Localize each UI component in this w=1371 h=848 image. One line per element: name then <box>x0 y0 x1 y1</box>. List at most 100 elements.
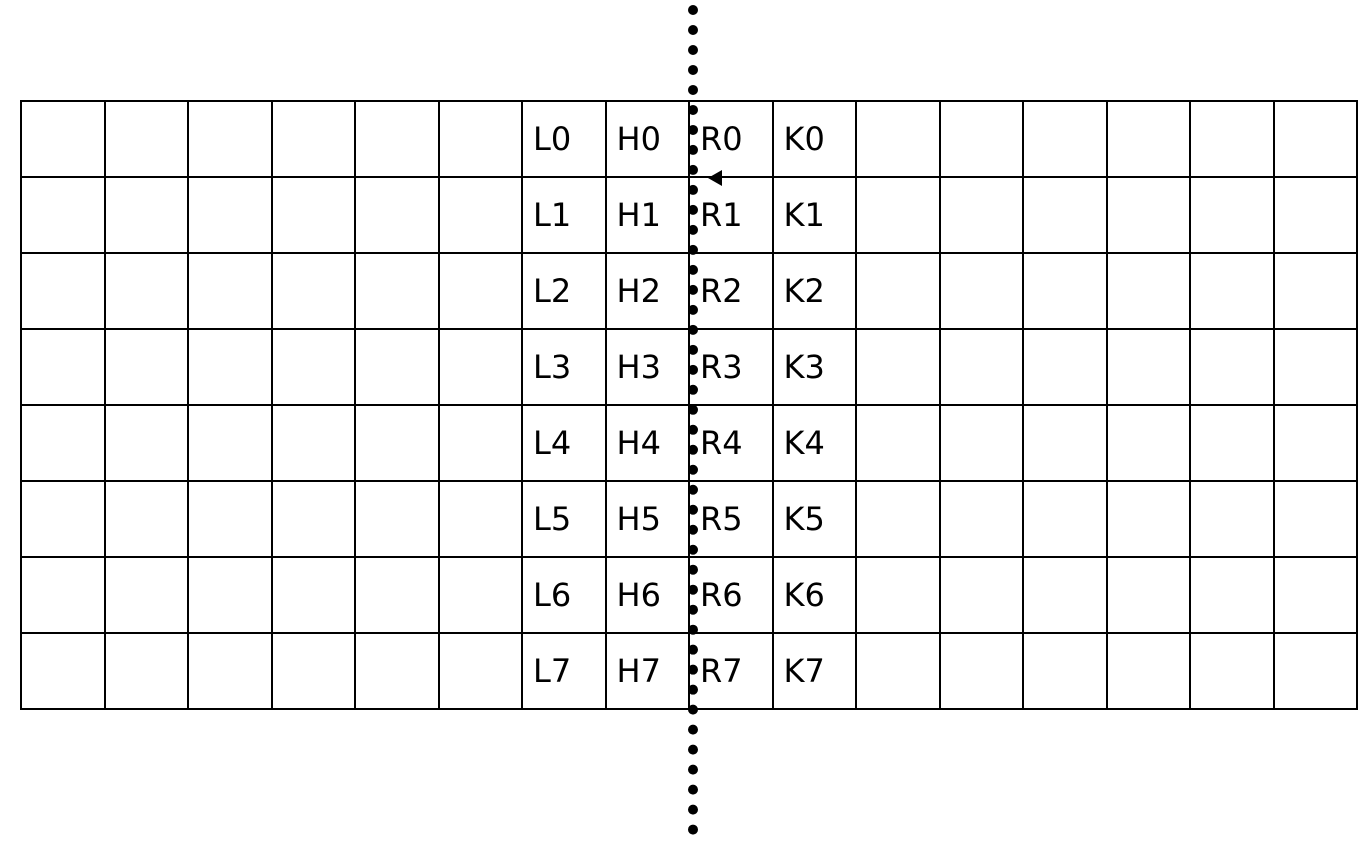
grid-cell <box>1023 481 1107 557</box>
grid-cell <box>1107 405 1191 481</box>
grid-cell <box>1023 633 1107 709</box>
grid-cell <box>188 481 272 557</box>
grid-cell <box>21 253 105 329</box>
grid-cell <box>355 405 439 481</box>
grid-cell: K6 <box>773 557 857 633</box>
grid-cell <box>188 329 272 405</box>
grid-cell: R5 <box>689 481 773 557</box>
grid-cell: H6 <box>606 557 690 633</box>
grid-cell <box>940 253 1024 329</box>
grid-cell <box>272 101 356 177</box>
grid-cell <box>856 253 940 329</box>
grid-cell: H7 <box>606 633 690 709</box>
grid-cell <box>105 405 189 481</box>
grid-cell: R2 <box>689 253 773 329</box>
grid-cell <box>21 633 105 709</box>
grid-cell <box>1190 633 1274 709</box>
grid-cell <box>940 633 1024 709</box>
grid-cell <box>940 177 1024 253</box>
grid-cell <box>1023 253 1107 329</box>
grid-cell <box>439 101 523 177</box>
grid-cell <box>1107 101 1191 177</box>
grid-cell <box>1107 633 1191 709</box>
grid-cell <box>105 329 189 405</box>
grid-cell <box>1107 177 1191 253</box>
grid-cell <box>1107 481 1191 557</box>
grid-cell: H4 <box>606 405 690 481</box>
grid-cell: H1 <box>606 177 690 253</box>
grid-cell <box>21 101 105 177</box>
grid-cell <box>188 633 272 709</box>
grid-cell: L6 <box>522 557 606 633</box>
grid-cell <box>1023 557 1107 633</box>
grid-cell <box>355 633 439 709</box>
grid-cell: R3 <box>689 329 773 405</box>
grid-cell <box>1190 177 1274 253</box>
grid-cell: K5 <box>773 481 857 557</box>
grid-cell: R1 <box>689 177 773 253</box>
grid-cell <box>188 253 272 329</box>
grid-cell <box>1023 177 1107 253</box>
grid-cell: R0 <box>689 101 773 177</box>
diagram-stage: L0H0R0K0L1H1R1K1L2H2R2K2L3H3R3K3L4H4R4K4… <box>0 0 1371 848</box>
grid-cell <box>272 405 356 481</box>
grid-cell <box>1023 405 1107 481</box>
grid-cell <box>272 177 356 253</box>
grid-cell <box>188 405 272 481</box>
grid-cell <box>272 481 356 557</box>
grid-cell <box>272 633 356 709</box>
grid-cell <box>1274 329 1358 405</box>
grid-cell <box>856 481 940 557</box>
grid-cell <box>1190 405 1274 481</box>
grid-cell: L1 <box>522 177 606 253</box>
grid-cell <box>856 177 940 253</box>
grid-cell <box>272 329 356 405</box>
grid-cell <box>355 177 439 253</box>
grid-cell: K7 <box>773 633 857 709</box>
grid-cell <box>105 253 189 329</box>
grid-cell: H3 <box>606 329 690 405</box>
grid-cell <box>439 329 523 405</box>
grid-cell <box>105 481 189 557</box>
grid-cell: R4 <box>689 405 773 481</box>
grid-cell <box>1190 101 1274 177</box>
grid-cell <box>1190 557 1274 633</box>
grid-cell <box>1274 405 1358 481</box>
grid-cell: L0 <box>522 101 606 177</box>
grid-cell <box>21 481 105 557</box>
grid-cell <box>355 481 439 557</box>
center-divider-line <box>688 5 698 835</box>
grid-cell <box>355 329 439 405</box>
grid-cell: L7 <box>522 633 606 709</box>
grid-cell <box>1274 253 1358 329</box>
grid-cell <box>439 253 523 329</box>
grid-cell <box>1274 633 1358 709</box>
grid-cell <box>1274 481 1358 557</box>
grid-cell: L3 <box>522 329 606 405</box>
grid-cell <box>439 177 523 253</box>
grid-cell <box>105 101 189 177</box>
grid-cell <box>1023 329 1107 405</box>
grid-cell <box>940 481 1024 557</box>
grid-cell: K2 <box>773 253 857 329</box>
grid-cell <box>188 557 272 633</box>
grid-cell <box>1107 329 1191 405</box>
grid-cell <box>439 405 523 481</box>
grid-cell <box>1107 253 1191 329</box>
grid-cell <box>272 253 356 329</box>
grid-cell: K0 <box>773 101 857 177</box>
grid-cell: K3 <box>773 329 857 405</box>
grid-cell <box>355 253 439 329</box>
grid-cell: L5 <box>522 481 606 557</box>
grid-cell <box>355 101 439 177</box>
grid-cell <box>856 101 940 177</box>
grid-cell: R6 <box>689 557 773 633</box>
grid-cell <box>439 557 523 633</box>
grid-cell <box>188 101 272 177</box>
grid-cell <box>1190 253 1274 329</box>
grid-cell <box>439 481 523 557</box>
grid-cell: K4 <box>773 405 857 481</box>
grid-cell <box>856 633 940 709</box>
grid-cell: H5 <box>606 481 690 557</box>
grid-cell <box>1274 101 1358 177</box>
